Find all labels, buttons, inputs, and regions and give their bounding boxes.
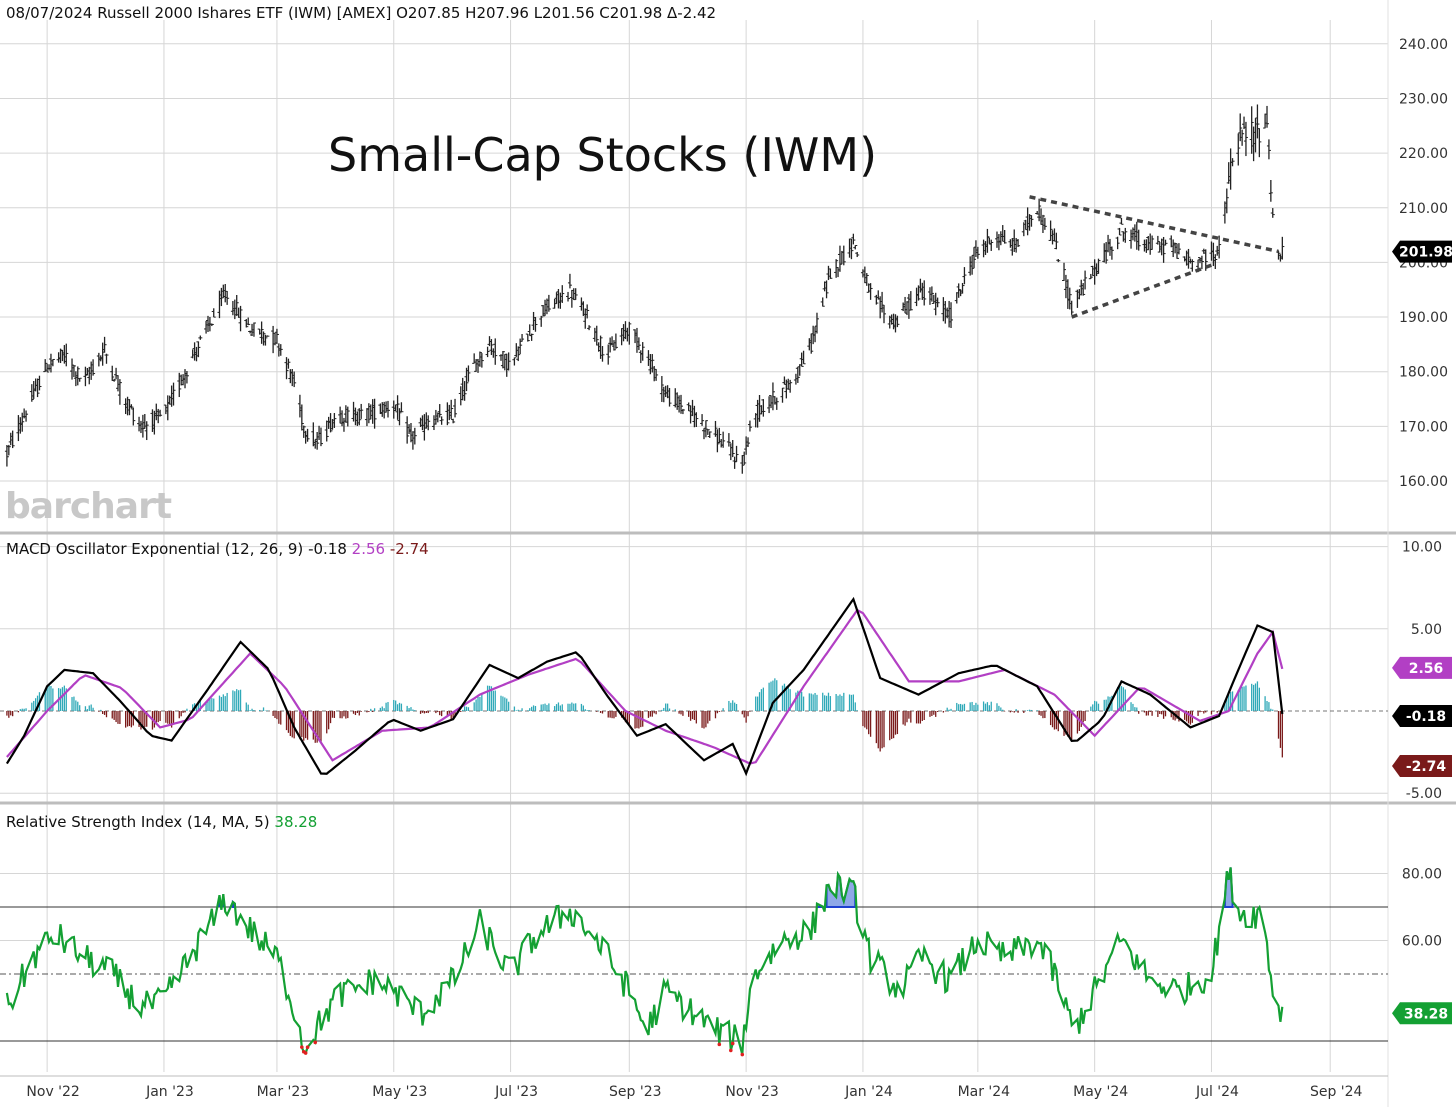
x-tick-label: Sep '24 <box>1310 1084 1363 1100</box>
x-tick-label: Jul '23 <box>494 1084 538 1100</box>
rsi-oversold-point <box>300 1045 304 1049</box>
macd-legend: MACD Oscillator Exponential (12, 26, 9) … <box>6 540 429 558</box>
macd-tick-label: -5.00 <box>1406 786 1442 802</box>
macd-badge: -0.18 <box>1392 704 1452 727</box>
hist-badge-bg <box>1392 755 1452 778</box>
rsi-badge-text: 38.28 <box>1404 1006 1448 1022</box>
x-tick-label: Nov '22 <box>26 1084 79 1100</box>
price-badge-text: 201.98 <box>1399 245 1453 261</box>
x-tick-label: Nov '23 <box>725 1084 778 1100</box>
x-tick-label: May '24 <box>1073 1084 1128 1100</box>
macd-tick-label: 10.00 <box>1402 540 1442 556</box>
x-tick-label: Mar '23 <box>257 1084 310 1100</box>
macd-value: -0.18 <box>308 540 347 558</box>
rsi-badge-bg <box>1392 1002 1452 1025</box>
macd-panel-plot <box>0 596 1388 777</box>
hist-value: -2.74 <box>389 540 429 558</box>
macd-line <box>5 596 1284 777</box>
price-tick-label: 240.00 <box>1399 37 1448 53</box>
rsi-oversold-point <box>729 1048 733 1053</box>
rsi-tick-label: 60.00 <box>1402 934 1442 950</box>
x-tick-label: Mar '24 <box>958 1084 1011 1100</box>
rsi-oversold-point <box>303 1051 308 1055</box>
rsi-tick-label: 80.00 <box>1402 867 1442 883</box>
rsi-oversold-point <box>730 1041 735 1046</box>
rsi-panel-plot <box>0 867 1388 1057</box>
signal-badge-text: 2.56 <box>1409 661 1444 677</box>
x-tick-label: Jan '24 <box>844 1084 893 1100</box>
trendline <box>1029 195 1279 254</box>
macd-label: MACD Oscillator Exponential <box>6 540 220 558</box>
rsi-params: (14, MA, 5) <box>187 813 270 831</box>
price-bars <box>4 104 1285 474</box>
rsi-label: Relative Strength Index <box>6 813 183 831</box>
price-tick-label: 210.00 <box>1399 201 1448 217</box>
trendlines <box>1029 195 1279 319</box>
price-badge: 201.98 <box>1392 240 1453 263</box>
rsi-oversold-point <box>740 1052 745 1057</box>
x-tick-label: May '23 <box>372 1084 427 1100</box>
signal-badge-bg <box>1392 656 1452 679</box>
rsi-oversold-point <box>717 1042 722 1047</box>
x-tick-label: Jan '23 <box>145 1084 194 1100</box>
x-tick-label: Jul '24 <box>1195 1084 1239 1100</box>
price-tick-label: 230.00 <box>1399 91 1448 107</box>
macd-badge-bg <box>1392 704 1452 727</box>
rsi-oversold-point <box>305 1045 310 1050</box>
x-tick-label: Sep '23 <box>609 1084 662 1100</box>
signal-badge: 2.56 <box>1392 656 1452 679</box>
signal-line <box>6 608 1284 765</box>
trendline <box>1071 263 1213 319</box>
price-tick-label: 190.00 <box>1399 310 1448 326</box>
quote-header: 08/07/2024 Russell 2000 Ishares ETF (IWM… <box>6 4 717 22</box>
price-tick-label: 160.00 <box>1399 474 1448 490</box>
signal-value: 2.56 <box>351 540 386 558</box>
macd-badge-text: -0.18 <box>1406 709 1446 725</box>
chart-title: Small-Cap Stocks (IWM) <box>328 128 878 182</box>
hist-badge-text: -2.74 <box>1406 759 1447 775</box>
hist-badge: -2.74 <box>1392 755 1452 778</box>
price-tick-label: 220.00 <box>1399 146 1448 162</box>
price-tick-label: 180.00 <box>1399 365 1448 381</box>
barchart-logo: barchart <box>5 486 172 527</box>
rsi-oversold-point <box>313 1040 318 1045</box>
price-badge-bg <box>1392 240 1452 263</box>
rsi-value: 38.28 <box>274 813 318 831</box>
axis-labels: 160.00170.00180.00190.00200.00210.00220.… <box>26 37 1448 1100</box>
price-tick-label: 170.00 <box>1399 419 1448 435</box>
rsi-line <box>5 867 1284 1055</box>
macd-tick-label: 5.00 <box>1411 622 1442 638</box>
value-badges: 201.98 2.56 -0.18 -2.74 38.28 <box>1392 240 1453 1025</box>
rsi-badge: 38.28 <box>1392 1002 1452 1025</box>
rsi-legend: Relative Strength Index (14, MA, 5) 38.2… <box>6 813 317 831</box>
macd-params: (12, 26, 9) <box>224 540 304 558</box>
